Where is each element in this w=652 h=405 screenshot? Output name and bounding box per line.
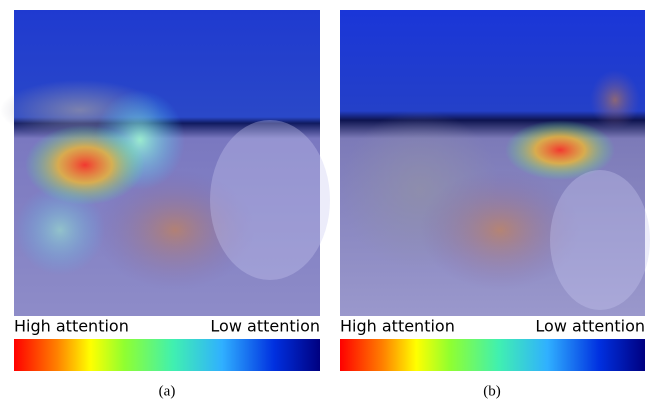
colorbar (14, 339, 320, 371)
attention-image (0, 10, 330, 316)
high-label: High attention (340, 317, 455, 336)
caption: (b) (483, 383, 501, 399)
figure: High attention Low attention (a) High at… (0, 0, 652, 405)
low-label: Low attention (535, 317, 645, 336)
high-label: High attention (14, 317, 129, 336)
attention-image (340, 10, 650, 316)
caption: (a) (159, 383, 176, 399)
low-label: Low attention (210, 317, 320, 336)
colorbar (340, 339, 645, 371)
